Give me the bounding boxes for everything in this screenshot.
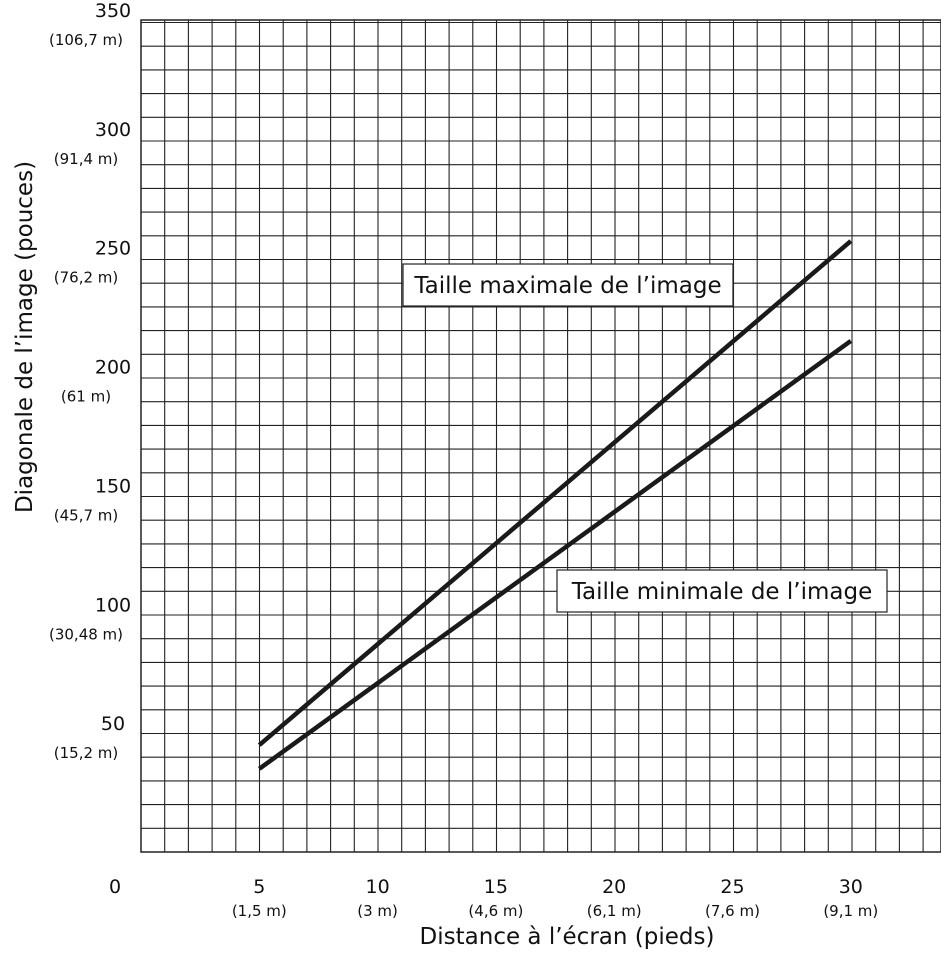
x-tick-label: 25: [720, 876, 744, 898]
x-tick-labels: 0 5 (1,5 m) 10 (3 m) 15 (4,6 m) 20 (6,1 m) 25 (7,6…: [109, 876, 878, 920]
y-tick-label: 150: [95, 475, 131, 497]
y-tick-sublabel: (30,48 m): [49, 625, 123, 643]
x-tick-label: 20: [602, 876, 626, 898]
series-lines: [257, 239, 853, 771]
y-tick-label: 100: [95, 594, 131, 616]
max-size-line: [257, 239, 853, 747]
y-tick-label: 350: [95, 0, 131, 22]
grid: [140, 19, 941, 853]
y-tick-sublabel: (91,4 m): [54, 150, 118, 168]
y-tick-label: 50: [101, 713, 125, 735]
x-tick-sublabel: (1,5 m): [232, 902, 287, 920]
max-size-label: Taille maximale de l’image: [402, 263, 734, 307]
y-tick-label: 250: [95, 238, 131, 260]
y-axis-title: Diagonale de l’image (pouces): [12, 161, 38, 513]
series-label-text: Taille maximale de l’image: [413, 273, 721, 299]
y-tick-label: 200: [95, 357, 131, 379]
y-tick-sublabel: (106,7 m): [49, 31, 123, 49]
min-size-label: Taille minimale de l’image: [556, 569, 888, 613]
x-axis-title: Distance à l’écran (pieds): [420, 924, 715, 950]
series-label-text: Taille minimale de l’image: [571, 579, 872, 605]
y-tick-sublabel: (76,2 m): [54, 269, 118, 287]
y-tick-labels: 50 (15,2 m) 100 (30,48 m) 150 (45,7 m) 200 (61 …: [49, 0, 131, 762]
x-tick-label: 30: [839, 876, 863, 898]
y-tick-sublabel: (61 m): [61, 388, 111, 406]
series-labels: Taille maximale de l’image Taille minimal…: [402, 263, 888, 613]
x-tick-sublabel: (7,6 m): [705, 902, 760, 920]
x-tick-sublabel: (3 m): [357, 902, 398, 920]
y-tick-sublabel: (45,7 m): [54, 506, 118, 524]
x-tick-sublabel: (6,1 m): [587, 902, 642, 920]
y-tick-sublabel: (15,2 m): [54, 744, 118, 762]
x-tick-label: 5: [253, 876, 265, 898]
x-tick-label: 0: [109, 876, 121, 898]
x-tick-label: 10: [366, 876, 390, 898]
plot-frame: [140, 19, 941, 853]
min-size-line: [257, 339, 853, 771]
label-box: [556, 569, 888, 613]
x-tick-label: 15: [484, 876, 508, 898]
label-box: [402, 263, 734, 307]
y-tick-label: 300: [95, 119, 131, 141]
x-tick-sublabel: (4,6 m): [468, 902, 523, 920]
x-tick-sublabel: (9,1 m): [823, 902, 878, 920]
